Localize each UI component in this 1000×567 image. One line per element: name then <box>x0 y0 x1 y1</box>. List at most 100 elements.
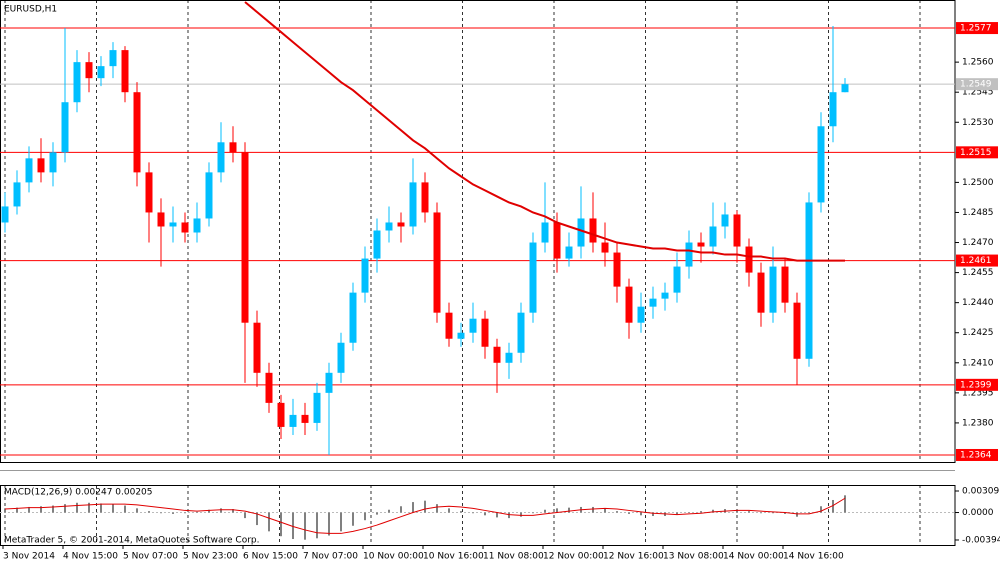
candle-body <box>337 342 345 373</box>
macd-bar <box>688 512 690 514</box>
macd-bar <box>436 504 438 513</box>
macd-bar <box>520 512 522 517</box>
y-tick-label: 1.2470 <box>962 238 994 248</box>
candle-body <box>1 206 9 223</box>
candle-body <box>433 212 441 313</box>
candle-body <box>793 302 801 359</box>
candle-body <box>829 92 837 127</box>
y-tick-label: 1.2455 <box>962 268 994 278</box>
candle-body <box>805 202 813 359</box>
x-tick-label: 7 Nov 07:00 <box>303 552 358 562</box>
y-tick-label: 0.00309 <box>962 486 999 496</box>
x-tick-label: 14 Nov 16:00 <box>783 552 844 562</box>
candle-body <box>289 414 297 427</box>
candle-body <box>385 222 393 231</box>
candle-body <box>301 414 309 423</box>
macd-bar <box>40 506 42 513</box>
y-tick-label: 1.2530 <box>962 118 994 128</box>
candle-body <box>457 332 465 339</box>
x-tick-label: 10 Nov 00:00 <box>363 552 424 562</box>
candle-body <box>145 172 153 213</box>
level-label-box <box>956 22 998 35</box>
macd-plot <box>0 495 955 540</box>
macd-bar <box>76 502 78 513</box>
macd-signal <box>4 497 846 534</box>
candle-body <box>601 242 609 253</box>
macd-bar <box>16 507 18 513</box>
macd-bar <box>796 512 798 517</box>
candle-body <box>25 158 33 183</box>
macd-frame <box>0 485 956 546</box>
candle-body <box>97 66 105 79</box>
macd-bar <box>760 512 762 514</box>
macd-bar <box>184 512 186 514</box>
candle-body <box>373 230 381 259</box>
macd-bar <box>616 511 618 513</box>
macd-bar <box>316 512 318 539</box>
candle-body <box>781 266 789 303</box>
candle-body <box>409 182 417 227</box>
y-tick-label: 1.2545 <box>962 88 994 98</box>
macd-bar <box>532 512 534 514</box>
x-tick-label: 12 Nov 00:00 <box>543 552 604 562</box>
candle-body <box>205 172 213 219</box>
macd-bar <box>292 512 294 540</box>
level-label: 1.2577 <box>960 24 992 34</box>
macd-bar <box>388 509 390 513</box>
macd-bar <box>640 512 642 516</box>
macd-bar <box>472 512 474 514</box>
macd-bar <box>244 512 246 519</box>
x-tick-label: 3 Nov 2014 <box>3 552 55 562</box>
macd-bar <box>556 508 558 513</box>
macd-bar <box>160 512 162 514</box>
x-tick-label: 5 Nov 07:00 <box>123 552 178 562</box>
candle-body <box>13 182 21 207</box>
y-tick-label: -0.00394 <box>962 535 1000 545</box>
candle-body <box>169 222 177 227</box>
macd-bar <box>268 512 270 532</box>
macd-bar <box>328 512 330 536</box>
candle-body <box>541 222 549 243</box>
macd-bar <box>508 512 510 519</box>
macd-bar <box>124 505 126 513</box>
x-tick-label: 6 Nov 15:00 <box>243 552 298 562</box>
macd-bar <box>88 502 90 513</box>
level-label: 1.2461 <box>960 256 992 266</box>
candle-body <box>349 292 357 343</box>
x-tick-label: 12 Nov 16:00 <box>603 552 664 562</box>
candle-body <box>685 242 693 267</box>
macd-bar <box>196 511 198 513</box>
candle-body <box>589 218 597 243</box>
candle-body <box>841 84 849 93</box>
footer: MetaTrader 5, © 2001-2014, MetaQuotes So… <box>4 536 260 546</box>
macd-bar <box>652 512 654 517</box>
macd-bar <box>592 506 594 513</box>
candle-body <box>73 62 81 103</box>
level-label-box <box>956 448 998 461</box>
candle-body <box>769 266 777 313</box>
macd-bar <box>748 511 750 513</box>
x-tick-label: 14 Nov 00:00 <box>723 552 784 562</box>
candle-body <box>637 306 645 323</box>
macd-bar <box>52 505 54 513</box>
macd-bar <box>112 504 114 513</box>
candle-body <box>745 246 753 273</box>
level-label-box <box>956 146 998 159</box>
candle-body <box>313 392 321 423</box>
y-tick-label: 1.2485 <box>962 208 994 218</box>
x-tick-label: 4 Nov 15:00 <box>63 552 118 562</box>
candle-body <box>517 312 525 353</box>
macd-bar <box>208 509 210 513</box>
candle-body <box>757 272 765 313</box>
candle-body <box>265 372 273 403</box>
macd-bar <box>424 500 426 513</box>
candle-body <box>625 286 633 323</box>
candle-body <box>133 92 141 173</box>
y-tick-label: 1.2380 <box>962 418 994 428</box>
candle-body <box>85 62 93 79</box>
candle-body <box>217 142 225 173</box>
candle-body <box>325 372 333 393</box>
macd-bar <box>628 512 630 514</box>
macd-bar <box>4 508 6 513</box>
